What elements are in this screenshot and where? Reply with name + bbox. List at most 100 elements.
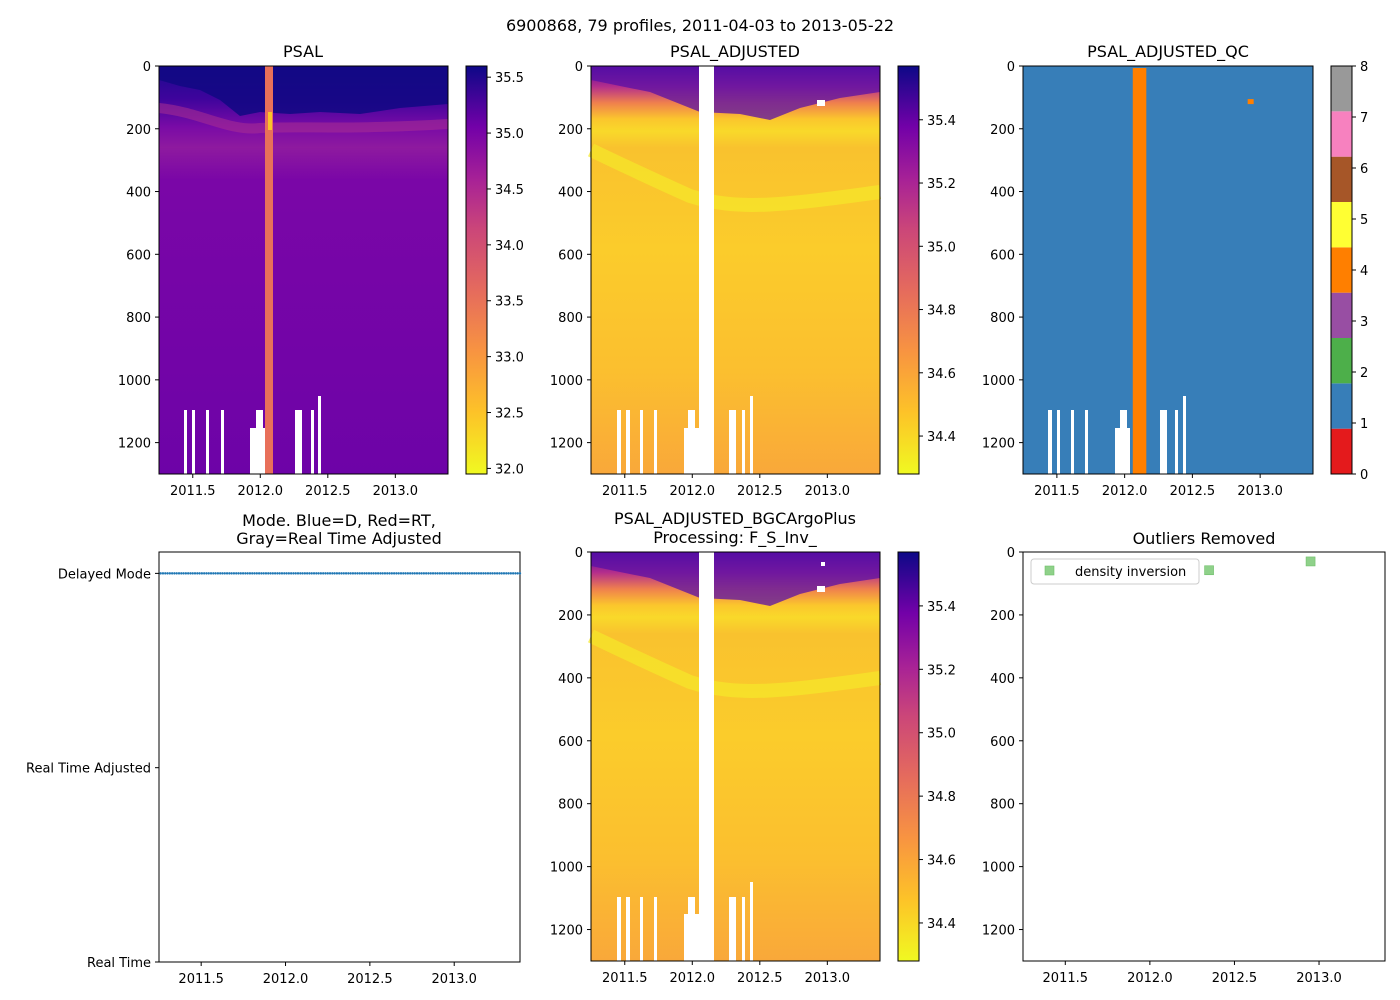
qc-colorbar-segment (1331, 66, 1352, 112)
mode-point (495, 572, 499, 575)
y-tick-label: 400 (558, 186, 583, 201)
mode-point (186, 572, 190, 575)
y-tick-label: 600 (558, 248, 583, 263)
anomalous-profile-band (265, 66, 273, 474)
y-tick-label: 1200 (550, 924, 583, 939)
x-tick-label: 2012.0 (263, 972, 309, 987)
y-tick-label: 200 (558, 123, 583, 138)
high-salinity-surface-layer (591, 552, 880, 606)
x-tick-label: 2011.5 (1043, 971, 1089, 986)
mode-point (239, 572, 242, 575)
panel-title-line-1: PSAL_ADJUSTED_BGCArgoPlus (614, 509, 856, 529)
mode-point (198, 572, 201, 575)
mode-point (225, 572, 229, 575)
legend-marker (1044, 565, 1055, 576)
mode-point (367, 572, 371, 575)
colorbar-ticks: 34.4 34.6 34.8 35.0 35.2 35.4 (919, 114, 956, 445)
mode-point (193, 572, 197, 575)
mode-point (438, 572, 442, 575)
high-salinity-surface-layer (591, 66, 880, 120)
x-tick-label: 2011.5 (602, 971, 648, 986)
mode-point (516, 572, 519, 575)
colorbar-tick-label: 0 (1360, 468, 1368, 483)
mode-point (214, 572, 217, 575)
mode-point (333, 572, 336, 575)
mode-point (491, 572, 494, 575)
legend-box (1030, 558, 1200, 585)
x-tick-label: 2013.0 (373, 484, 419, 499)
x-tick-label: 2012.0 (670, 971, 716, 986)
mode-point (223, 572, 226, 575)
colorbar-tick-label: 34.5 (495, 183, 524, 198)
x-tick-label: 2012.0 (1102, 484, 1148, 499)
mode-point (518, 572, 522, 575)
colorbar-tick-label: 34.6 (927, 367, 956, 382)
x-tick-label: 2012.5 (347, 972, 393, 987)
colorbar-tick-label: 35.4 (927, 600, 956, 615)
y-tick-label: 200 (990, 123, 1015, 138)
plot-frame (158, 551, 521, 963)
mode-point (381, 572, 384, 575)
y-tick-label: 0 (1007, 60, 1015, 75)
mode-point (164, 572, 167, 575)
mode-point (264, 572, 268, 575)
mode-point (244, 572, 247, 575)
x-tick-label: 2013.0 (805, 971, 851, 986)
y-tick-label: 800 (558, 798, 583, 813)
mode-point (283, 572, 286, 575)
mode-point (402, 572, 405, 575)
mode-point (466, 572, 469, 575)
y-tick-label: 400 (990, 672, 1015, 687)
colorbar-tick-label: 4 (1360, 264, 1368, 279)
mode-point (374, 572, 378, 575)
y-axis: 0 200 400 600 800 1000 1200 (550, 546, 591, 939)
mode-point (310, 572, 313, 575)
colorbar (897, 551, 920, 962)
mode-point (457, 572, 460, 575)
mode-point (507, 572, 510, 575)
mode-point (418, 572, 421, 575)
outlier-point (1204, 565, 1214, 576)
halocline-band (158, 103, 449, 134)
colorbar-tick-label: 7 (1360, 111, 1368, 126)
excluded-profiles-gap (699, 66, 714, 474)
mode-point (324, 572, 327, 575)
mode-point (452, 572, 455, 575)
mode-point (365, 572, 368, 575)
y-tick-label: 600 (558, 735, 583, 750)
mode-point (489, 572, 492, 575)
mode-point (399, 572, 403, 575)
mode-point (207, 572, 210, 575)
mode-point (289, 572, 293, 575)
fresh-intermediate-band (587, 629, 881, 698)
colorbar-tick-label: 2 (1360, 366, 1368, 381)
mode-point (413, 572, 416, 575)
mode-point (473, 572, 476, 575)
mode-point (347, 572, 350, 575)
mode-point (434, 572, 437, 575)
y-tick-label: 0 (1007, 546, 1015, 561)
mode-point (482, 572, 485, 575)
mode-point (262, 572, 265, 575)
mode-point (200, 572, 204, 575)
mode-point (397, 572, 400, 575)
colorbar-tick-label: 34.4 (927, 917, 956, 932)
colorbar-tick-label: 8 (1360, 60, 1368, 75)
mode-point (340, 572, 343, 575)
plot-frame (158, 65, 449, 475)
colorbar-tick-label: 34.6 (927, 854, 956, 869)
mode-point (216, 572, 220, 575)
plot-frame (1022, 65, 1314, 475)
y-tick-label: 0 (575, 60, 583, 75)
colorbar-tick-label: 35.2 (927, 663, 956, 678)
mode-point (383, 572, 387, 575)
y-tick-label: 200 (558, 609, 583, 624)
mode-point (205, 572, 208, 575)
psal-heatmap-panel: PSAL 2011.5 2012.0 2012.5 2013.0 0 200 400 600… (118, 42, 524, 499)
mode-point (276, 572, 279, 575)
y-tick-label: 600 (126, 248, 151, 263)
mode-point (514, 572, 517, 575)
x-tick-label: 2013.0 (431, 972, 477, 987)
y-category-label: Delayed Mode (58, 567, 151, 582)
y-tick-label: 0 (143, 60, 151, 75)
